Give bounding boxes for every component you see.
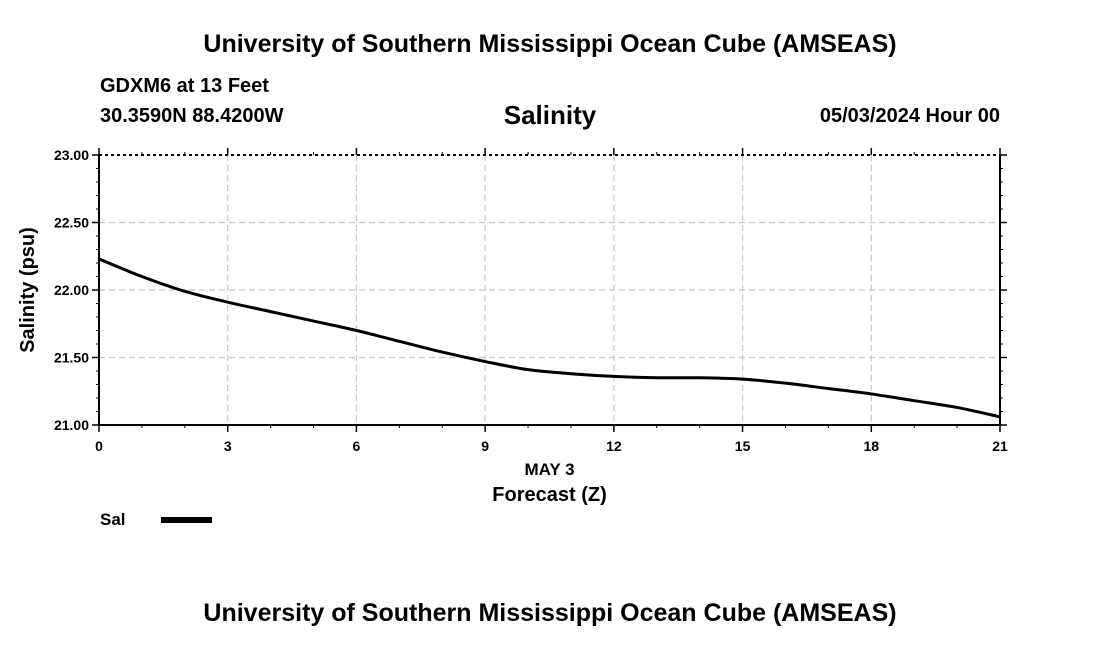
x-tick-label: 3 [224,438,232,454]
series-line-sal [98,257,1001,419]
x-tick-label: 0 [95,438,103,454]
footer-title: University of Southern Mississippi Ocean… [203,599,897,627]
variable-title: Salinity [503,100,597,130]
x-tick-label: 15 [735,438,751,454]
legend-swatch [161,517,212,523]
x-tick-label: 9 [481,438,489,454]
legend-label: Sal [100,510,126,529]
y-tick-label: 23.00 [54,147,89,163]
y-tick-label: 21.00 [54,417,89,433]
x-tick-label: 18 [863,438,879,454]
x-tick-label: 21 [992,438,1008,454]
y-tick-label: 21.50 [54,350,89,366]
station-label: GDXM6 at 13 Feet [100,75,269,97]
x-axis-sublabel: MAY 3 [524,460,574,479]
y-axis-label: Salinity (psu) [17,227,39,353]
x-tick-label: 12 [606,438,622,454]
x-tick-label: 6 [353,438,361,454]
chart-title: University of Southern Mississippi Ocean… [203,30,897,58]
y-tick-label: 22.50 [54,215,89,231]
y-tick-label: 22.00 [54,282,89,298]
coordinates-label: 30.3590N 88.4200W [100,105,284,127]
forecast-datetime: 05/03/2024 Hour 00 [819,105,1000,127]
x-axis-label: Forecast (Z) [492,484,606,506]
